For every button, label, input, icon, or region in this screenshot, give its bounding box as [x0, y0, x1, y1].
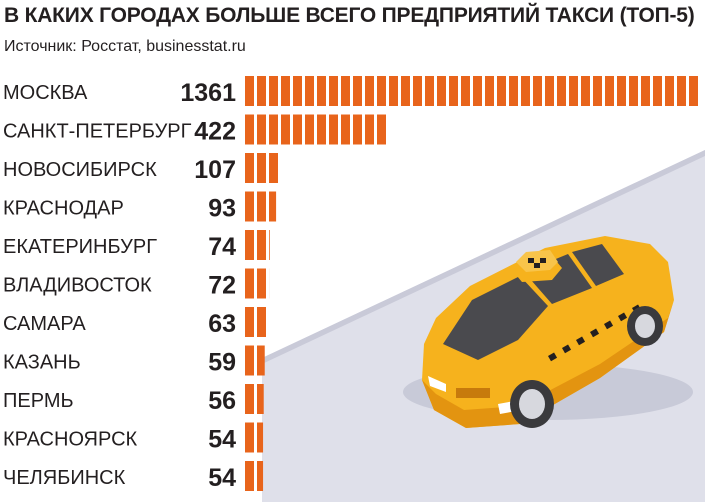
category-label: САНКТ-ПЕТЕРБУРГ — [3, 121, 192, 143]
value-label: 74 — [208, 233, 236, 261]
bar — [245, 268, 270, 299]
category-label: НОВОСИБИРСК — [3, 159, 157, 181]
bar — [245, 230, 270, 260]
category-label: КРАСНОДАР — [3, 198, 124, 220]
value-label: 56 — [208, 387, 236, 415]
category-label: КАЗАНЬ — [3, 352, 81, 374]
taxi-car-icon — [422, 236, 674, 428]
value-label: 54 — [208, 464, 236, 492]
category-label: ВЛАДИВОСТОК — [3, 275, 152, 297]
category-label: ПЕРМЬ — [3, 390, 74, 412]
bar — [245, 461, 264, 491]
category-label: МОСКВА — [3, 82, 88, 104]
bar — [245, 307, 266, 337]
value-label: 422 — [194, 118, 236, 146]
bar — [245, 76, 698, 106]
bar — [245, 114, 386, 145]
value-label: 1361 — [180, 79, 236, 107]
category-label: САМАРА — [3, 313, 86, 335]
value-label: 107 — [194, 156, 236, 184]
category-label: ЧЕЛЯБИНСК — [3, 467, 126, 489]
bar — [245, 153, 278, 183]
chart-title: В КАКИХ ГОРОДАХ БОЛЬШЕ ВСЕГО ПРЕДПРИЯТИЙ… — [4, 4, 695, 27]
value-label: 59 — [208, 349, 236, 377]
bar — [245, 422, 264, 453]
bar — [245, 191, 277, 222]
bar — [245, 345, 265, 376]
source-note: Источник: Росстат, businesstat.ru — [4, 38, 246, 55]
value-label: 93 — [208, 195, 236, 223]
bar — [245, 384, 264, 414]
road-edge — [262, 150, 705, 364]
category-label: КРАСНОЯРСК — [3, 429, 138, 451]
value-label: 63 — [208, 310, 236, 338]
value-label: 54 — [208, 426, 236, 454]
value-label: 72 — [208, 272, 236, 300]
category-label: ЕКАТЕРИНБУРГ — [3, 236, 157, 258]
